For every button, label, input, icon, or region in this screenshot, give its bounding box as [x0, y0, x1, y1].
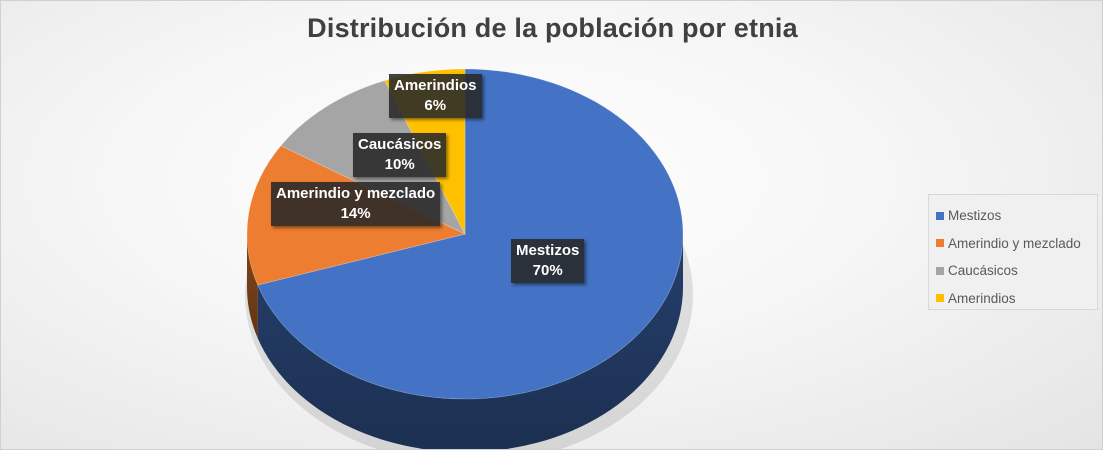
data-label-caucasicos: Caucásicos 10% — [353, 133, 447, 177]
pie-top-layer — [246, 68, 684, 400]
legend-label: Mestizos — [948, 208, 1002, 224]
data-label-mestizos: Mestizos 70% — [511, 239, 585, 283]
legend-item-mestizos[interactable]: Mestizos — [936, 202, 1097, 230]
legend-label: Amerindio y mezclado — [948, 235, 1081, 251]
legend-item-amerindio-y-mezclado[interactable]: Amerindio y mezclado — [936, 230, 1097, 258]
data-label-name: Amerindio y mezclado — [276, 185, 436, 202]
legend: Mestizos Amerindio y mezclado Caucásicos Am… — [928, 194, 1098, 310]
data-label-value: 70% — [532, 262, 563, 279]
data-label-value: 10% — [384, 156, 415, 173]
data-label-name: Amerindios — [394, 77, 477, 94]
pie-side-shade-mestizos — [257, 234, 683, 449]
data-label-name: Mestizos — [516, 242, 580, 259]
data-label-amerindio-y-mezclado: Amerindio y mezclado 14% — [271, 182, 441, 226]
data-label-value: 14% — [340, 205, 371, 222]
legend-swatch — [936, 294, 944, 303]
legend-label: Amerindios — [948, 290, 1016, 306]
data-label-amerindios: Amerindios 6% — [389, 74, 482, 118]
data-label-name: Caucásicos — [358, 136, 442, 153]
legend-swatch — [936, 239, 944, 248]
chart-title: Distribución de la población por etnia — [307, 13, 798, 43]
pie-slice-mestizos[interactable] — [257, 68, 684, 400]
legend-swatch — [936, 211, 944, 220]
legend-swatch — [936, 266, 944, 275]
legend-item-amerindios[interactable]: Amerindios — [936, 285, 1097, 313]
pie-side-shade-amerindio-y-mezclado — [247, 234, 258, 338]
data-label-value: 6% — [424, 97, 447, 114]
legend-item-caucasicos[interactable]: Caucásicos — [936, 257, 1097, 285]
legend-label: Caucásicos — [948, 263, 1018, 279]
